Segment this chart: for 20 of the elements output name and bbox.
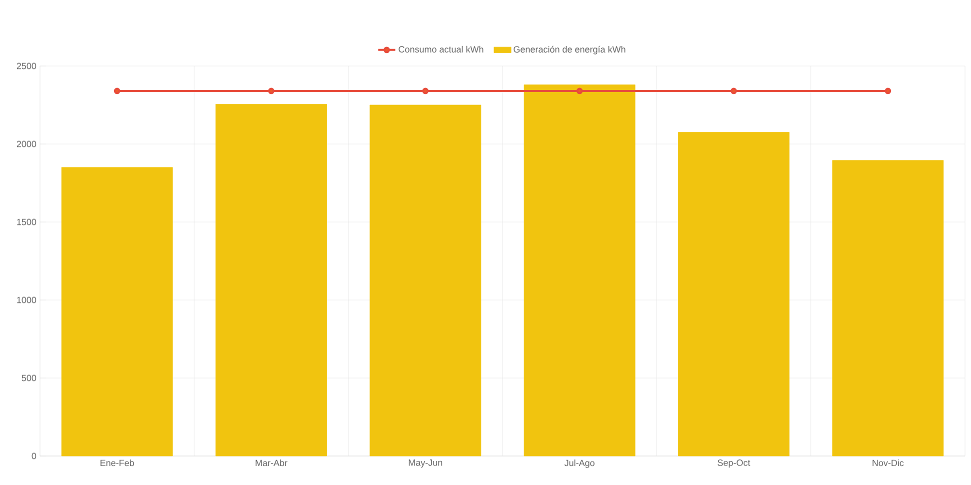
- y-tick-label: 0: [32, 452, 36, 460]
- x-tick-label: May-Jun: [408, 460, 442, 468]
- x-tick-label: Jul-Ago: [564, 460, 594, 468]
- y-tick-label: 1500: [17, 218, 36, 226]
- y-tick-label: 500: [22, 374, 36, 382]
- x-tick-label: Sep-Oct: [718, 460, 750, 468]
- y-tick-label: 2000: [16, 140, 36, 148]
- x-tick-label: Nov-Dic: [872, 460, 904, 466]
- legend-label: Consumo actual kWh: [398, 46, 484, 53]
- x-tick-label: Ene-Feb: [100, 460, 134, 466]
- bar: [678, 132, 790, 456]
- x-tick-label: Mar-Abr: [256, 460, 288, 466]
- bar: [524, 84, 636, 456]
- bar: [216, 104, 327, 456]
- y-tick-label: 1000: [17, 296, 36, 304]
- legend-label: Generación de energía kWh: [514, 46, 626, 54]
- bar: [832, 160, 944, 456]
- y-tick-label: 2500: [16, 62, 36, 70]
- bar: [370, 104, 482, 456]
- bar: [61, 167, 173, 456]
